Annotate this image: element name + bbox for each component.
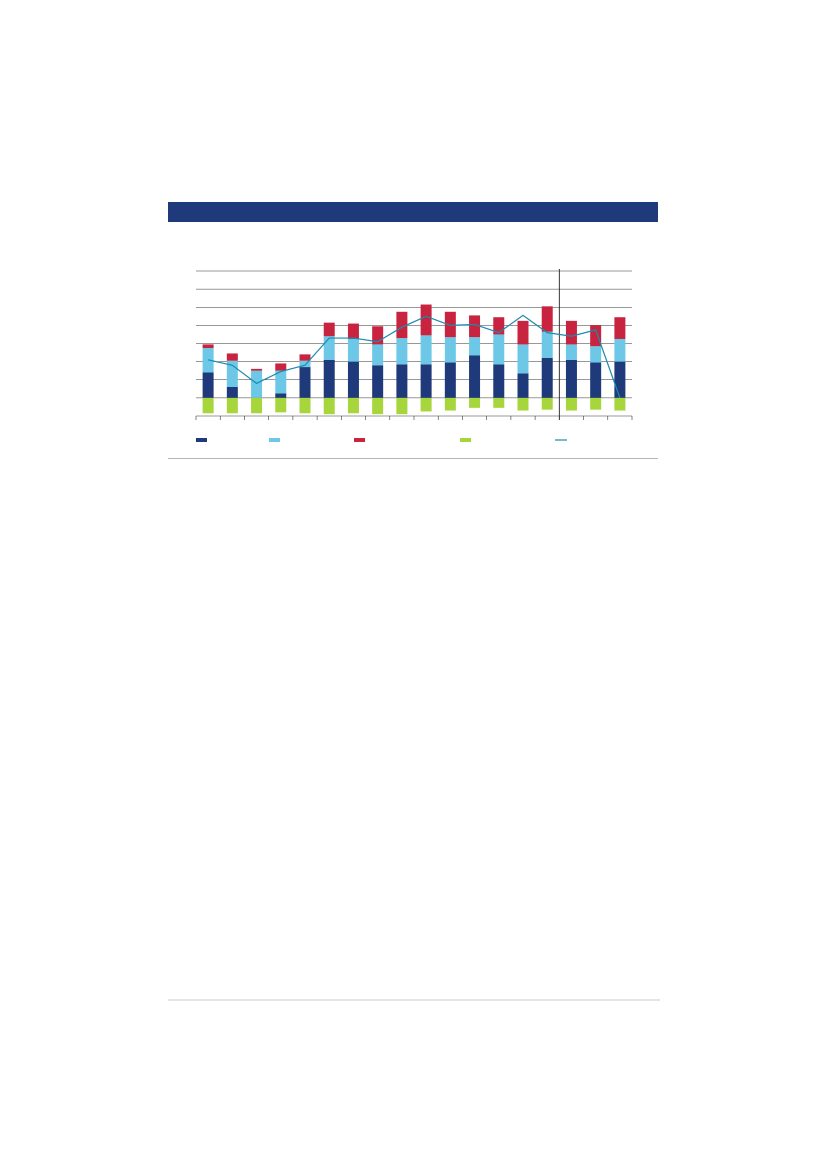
bar-segment [275,370,287,394]
bar-segment [420,335,432,365]
bar-segment [323,359,335,398]
bar-segment [347,397,359,414]
bar-segment [614,317,626,339]
bar-segment [275,363,287,371]
bar-segment [372,365,384,398]
bar-segment [541,358,553,398]
bar-segment [493,397,505,408]
bar-segment [372,397,384,415]
chart-panel [168,202,658,459]
bar-segment [614,338,626,362]
bar-segment [226,397,238,414]
bar-segment [275,397,287,413]
bar-segment [614,397,626,411]
bar-segment [323,322,335,337]
bar-segment [420,304,432,336]
bar-segment [590,362,602,398]
bar-segment [226,387,238,398]
bar-segment [541,306,553,332]
bar-segment [299,354,311,361]
bar-segment [614,361,626,398]
bar-segment [517,344,529,374]
bar-segment [396,311,408,339]
bar-segment [202,397,214,414]
bar-segment [493,334,505,365]
bar-segment [372,344,384,366]
series-line [207,314,621,399]
bar-segment [251,368,263,371]
bar-segment [202,372,214,398]
bar-segment [372,326,384,345]
bar-segment [517,397,529,411]
chart [195,269,633,442]
bar-segment [420,364,432,398]
bar-segment [396,364,408,398]
bar-segment [396,338,408,365]
bar-segment [469,315,481,338]
bar-segment [493,317,505,335]
bar-segment [444,311,456,338]
bar-segment [251,397,263,414]
bar-segment [493,364,505,398]
bar-segment [444,397,456,411]
bar-segment [347,323,359,339]
bar-segment [590,397,602,410]
panel-header [168,202,658,222]
bar-segment [565,320,577,345]
bar-segment [469,397,481,408]
legend-swatch [196,438,207,442]
bar-segment [469,355,481,398]
bar-segment [347,338,359,362]
bar-segment [202,344,214,349]
bar-segment [541,397,553,410]
bar-segment [323,397,335,415]
bar-segment [299,367,311,398]
bar-segment [469,337,481,356]
bar-segment [565,397,577,411]
bar-segment [299,397,311,414]
bar-segment [565,359,577,398]
legend-swatch [269,438,280,442]
bar-segment [590,346,602,363]
bar-segment [323,336,335,360]
bar-segment [226,360,238,387]
bar-segment [420,397,432,412]
legend-swatch [460,438,471,442]
bar-segment [590,325,602,347]
bar-segment [299,360,311,368]
bar-segment [444,337,456,363]
bar-segment [396,397,408,415]
legend-swatch [354,438,365,442]
bar-segment [565,344,577,360]
bar-segment [275,393,287,398]
bar-segment [517,373,529,398]
bar-segment [347,361,359,398]
footer-divider [168,999,660,1001]
bar-segment [517,320,529,345]
bar-segment [251,370,263,398]
bar-segment [444,362,456,398]
bar-segment [226,353,238,361]
bar-segment [541,331,553,358]
